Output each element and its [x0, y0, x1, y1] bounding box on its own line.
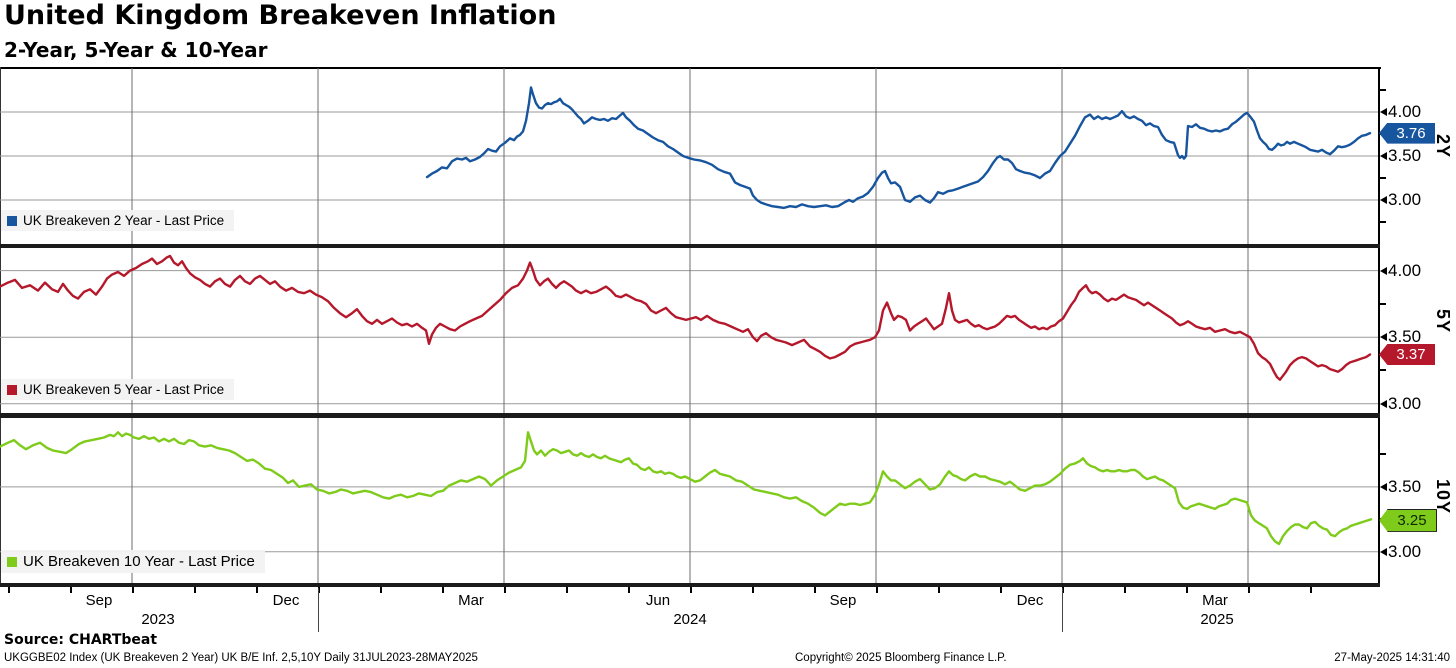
x-month-tick: [318, 587, 320, 593]
y-tick-label: 4.00: [1388, 260, 1422, 280]
x-month-label: Dec: [1016, 592, 1044, 609]
y-tick-minor: [1380, 89, 1386, 91]
footer-ticker-meta: UKGGBE02 Index (UK Breakeven 2 Year) UK …: [4, 652, 478, 664]
axis-title-5y: 5Y: [1433, 308, 1453, 333]
last-price-badge-2y: 3.76: [1379, 122, 1435, 144]
x-month-tick: [256, 587, 258, 593]
y-tick-minor: [1380, 453, 1386, 456]
last-price-badge-10y: 3.25: [1379, 508, 1437, 532]
y-tick-minor: [1380, 369, 1386, 372]
y-tick-label: 4.00: [1388, 102, 1422, 121]
y-tick-label: 3.00: [1388, 541, 1422, 561]
y-tick-major: [1380, 482, 1387, 491]
plot-left-border: [0, 67, 1, 587]
axis-title-2y: 2Y: [1433, 134, 1453, 159]
x-month-tick: [70, 587, 72, 593]
x-month-tick: [1186, 587, 1188, 593]
y-tick-label: 3.00: [1388, 393, 1422, 413]
x-month-tick: [380, 587, 382, 593]
y-tick-label: 3.00: [1388, 190, 1422, 209]
legend-swatch-icon: [7, 215, 17, 226]
x-year-label: 2023: [141, 611, 175, 628]
x-month-tick: [8, 587, 10, 593]
legend-10y: UK Breakeven 10 Year - Last Price: [1, 550, 265, 573]
x-year-divider: [1062, 588, 1063, 632]
x-month-tick: [1000, 587, 1002, 593]
x-month-tick: [566, 587, 568, 593]
series-line-10y: [0, 431, 1373, 546]
y-tick-label: 3.50: [1388, 327, 1422, 347]
x-month-label: Dec: [272, 592, 300, 609]
axis-title-10y: 10Y: [1433, 478, 1453, 514]
x-month-tick: [1062, 587, 1064, 593]
x-month-tick: [876, 587, 878, 593]
legend-5y: UK Breakeven 5 Year - Last Price: [1, 379, 235, 400]
panel-separator: [0, 244, 1380, 248]
y-tick-label: 3.50: [1388, 146, 1422, 165]
panel-5y-plot: [0, 248, 1378, 413]
y-tick-minor: [1380, 177, 1386, 179]
x-month-label: Mar: [1202, 592, 1228, 609]
y-tick-major: [1380, 547, 1387, 556]
x-month-tick: [1248, 587, 1250, 593]
last-price-badge-5y: 3.37: [1379, 343, 1435, 365]
footer-copyright: Copyright© 2025 Bloomberg Finance L.P.: [795, 652, 1007, 664]
legend-label: UK Breakeven 5 Year - Last Price: [23, 382, 225, 397]
x-month-label: Sep: [85, 592, 113, 609]
x-month-tick: [504, 587, 506, 593]
source-label: Source: CHARTbeat: [4, 632, 158, 648]
panel-separator: [0, 583, 1380, 587]
x-month-label: Mar: [458, 592, 484, 609]
x-month-label: Jun: [645, 592, 671, 609]
panel-separator: [0, 413, 1380, 418]
x-month-tick: [1124, 587, 1126, 593]
legend-2y: UK Breakeven 2 Year - Last Price: [1, 210, 235, 231]
y-tick-label: 3.50: [1388, 476, 1422, 496]
x-month-tick: [1310, 587, 1312, 593]
y-tick-major: [1380, 266, 1387, 275]
x-month-tick: [194, 587, 196, 593]
right-axis-line: [1378, 67, 1380, 587]
legend-label: UK Breakeven 10 Year - Last Price: [23, 553, 255, 570]
y-tick-major: [1380, 333, 1387, 342]
legend-swatch-icon: [7, 556, 17, 567]
chart-title: United Kingdom Breakeven Inflation: [4, 0, 557, 31]
legend-label: UK Breakeven 2 Year - Last Price: [23, 213, 225, 228]
x-month-tick: [628, 587, 630, 593]
x-month-label: Sep: [829, 592, 857, 609]
x-month-tick: [752, 587, 754, 593]
series-line-5y: [0, 254, 1372, 381]
y-tick-major: [1380, 152, 1387, 160]
chart-subtitle: 2-Year, 5-Year & 10-Year: [4, 38, 268, 62]
x-year-label: 2024: [673, 611, 707, 628]
y-tick-major: [1380, 196, 1387, 204]
series-line-2y: [425, 86, 1372, 210]
x-month-tick: [132, 587, 134, 593]
legend-swatch-icon: [7, 384, 17, 395]
y-tick-minor: [1380, 302, 1386, 305]
footer-timestamp: 27-May-2025 14:31:40: [1334, 652, 1450, 664]
x-year-label: 2025: [1200, 611, 1234, 628]
panel-2y-plot: [0, 68, 1378, 244]
x-month-tick: [938, 587, 940, 593]
y-tick-major: [1380, 399, 1387, 408]
x-month-tick: [442, 587, 444, 593]
x-year-divider: [318, 588, 319, 632]
x-month-tick: [814, 587, 816, 593]
x-month-tick: [690, 587, 692, 593]
y-tick-minor: [1380, 221, 1386, 223]
y-tick-major: [1380, 108, 1387, 116]
